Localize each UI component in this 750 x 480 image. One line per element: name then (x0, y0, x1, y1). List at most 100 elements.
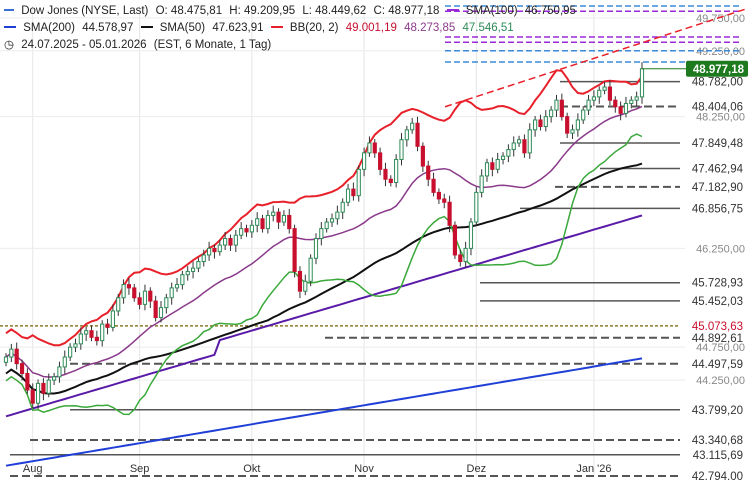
candle (420, 142, 425, 172)
bb-swatch (270, 25, 283, 28)
candle-body (335, 211, 340, 220)
candle (94, 330, 99, 346)
candle (511, 136, 516, 157)
candle (255, 212, 260, 233)
candle-body (613, 99, 618, 108)
candle (549, 106, 554, 123)
candle (249, 220, 254, 238)
bb-mid-value: 49.001,19 (345, 22, 397, 34)
candle (463, 241, 468, 268)
candle (634, 91, 639, 107)
candle-body (554, 99, 559, 111)
candle (506, 144, 511, 163)
candle (158, 301, 164, 323)
level-label: 48.404,06 (692, 102, 743, 114)
candle-body (169, 287, 174, 299)
candle-body (217, 244, 222, 253)
candle-body (426, 165, 431, 180)
level-label: 46.856,75 (692, 203, 743, 215)
candle (319, 222, 324, 246)
candle-body (431, 178, 436, 193)
low-value: L: 48.449,62 (302, 5, 367, 17)
candle (212, 244, 217, 259)
x-tick-label: Jan '26 (576, 463, 611, 475)
candle (479, 169, 484, 198)
last-price-label: 48.977,18 (693, 64, 745, 76)
candle (148, 287, 153, 308)
candle-body (121, 284, 126, 299)
candle (303, 274, 308, 296)
y-tick-label: 49.250,00 (696, 46, 745, 58)
sma200-line (5, 357, 643, 467)
candle-body (105, 323, 110, 328)
candle (500, 152, 506, 165)
candle (276, 208, 281, 229)
open-value: O: 48.475,81 (155, 5, 223, 17)
candle (613, 96, 618, 113)
candle-body (164, 297, 169, 309)
sma100-label: SMA(100) (465, 5, 518, 17)
candle-body (463, 247, 468, 263)
candle (591, 90, 596, 107)
candle-body (14, 348, 19, 365)
candle-body (57, 366, 62, 378)
candle-body (607, 86, 613, 101)
candle-body (388, 178, 393, 184)
candle-body (196, 261, 201, 269)
candle-body (404, 129, 409, 141)
candle-body (180, 274, 185, 286)
candle (185, 266, 190, 281)
candle (207, 241, 212, 261)
candle (607, 80, 613, 106)
sma50-swatch (140, 25, 153, 28)
candle (3, 353, 9, 367)
sma50-label: SMA(50) (159, 22, 206, 34)
candle-body (351, 188, 356, 197)
special-level-label: 45.073,63 (692, 321, 743, 333)
date-range: 24.07.2025 - 05.01.2026 (21, 39, 147, 51)
x-tick-label: Sep (130, 463, 150, 475)
candle (169, 282, 174, 305)
level-label: 44.497,59 (692, 359, 743, 371)
candle (629, 96, 634, 109)
last-price-tag (686, 60, 748, 77)
candle-body (570, 129, 575, 134)
candle-body (94, 336, 99, 342)
x-tick-label: Aug (23, 463, 43, 475)
candle (426, 160, 431, 187)
candle (265, 210, 270, 234)
candle (297, 266, 303, 299)
candle-body (639, 68, 645, 98)
candle-body (629, 99, 634, 104)
candle (484, 158, 490, 182)
sma100-line (5, 214, 643, 418)
candle (110, 304, 115, 332)
candle-body (399, 139, 404, 160)
candle (378, 147, 383, 176)
candle-body (436, 191, 441, 200)
candle-body (46, 379, 51, 394)
candle-body (110, 310, 115, 328)
candle (46, 373, 51, 398)
candle-body (410, 122, 415, 131)
candle-body (174, 284, 180, 289)
candle (570, 124, 575, 140)
close-value: C: 48.977,18 (373, 5, 440, 17)
candle-body (271, 211, 276, 216)
candle-body (586, 99, 591, 111)
candle (244, 224, 249, 237)
candle-body (142, 290, 148, 305)
candle-body (303, 280, 308, 292)
candle-body (255, 218, 260, 226)
candle (308, 254, 313, 287)
candle-body (260, 218, 265, 230)
candle (458, 249, 463, 267)
candle (575, 113, 580, 137)
candle (372, 139, 377, 158)
candle (399, 133, 404, 166)
high-value: H: 49.209,95 (229, 5, 296, 17)
candle (116, 293, 121, 316)
candle (84, 326, 89, 341)
